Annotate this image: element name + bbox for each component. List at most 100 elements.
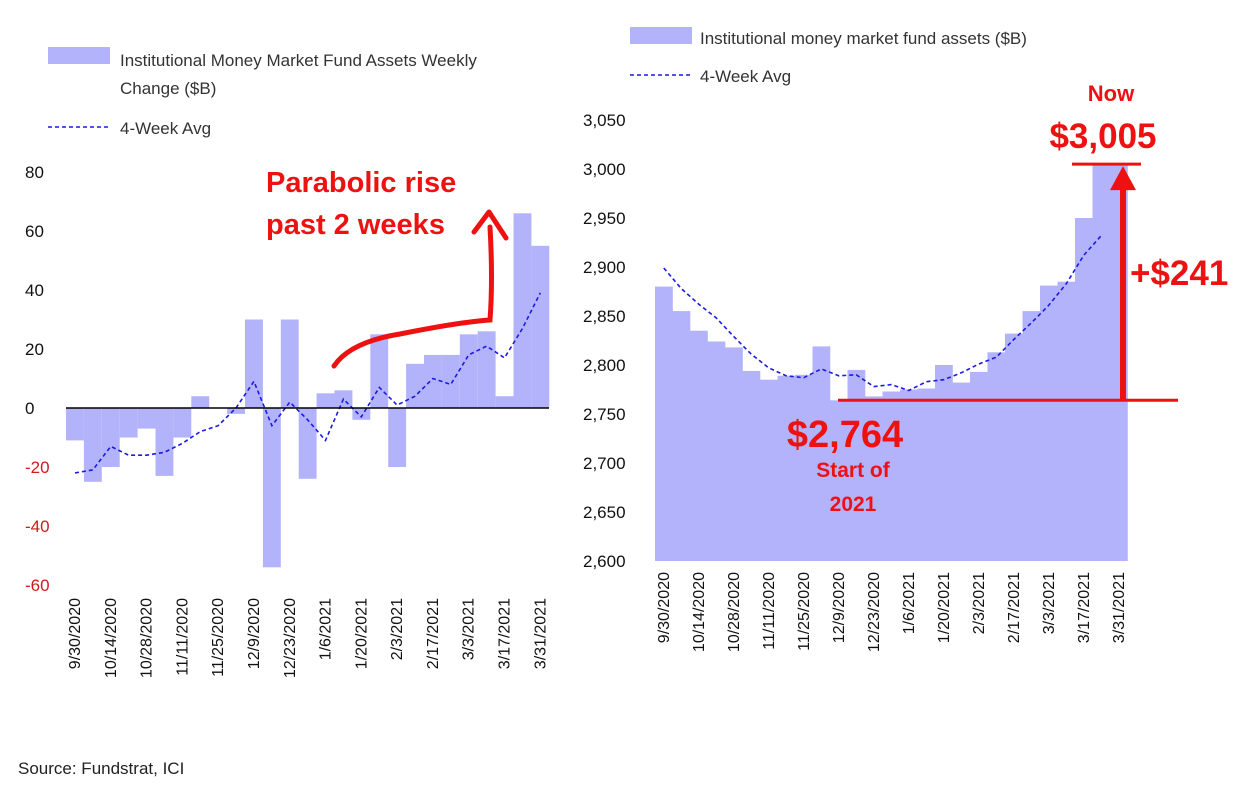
right-x-tick: 3/31/2021 — [1111, 572, 1128, 643]
right-bar-24 — [1075, 218, 1093, 561]
parabolic-arrow-head — [471, 209, 509, 241]
left-x-tick: 10/28/2020 — [139, 598, 156, 678]
right-bar-2 — [690, 330, 708, 561]
left-bar-9 — [227, 408, 245, 414]
right-bar-8 — [795, 374, 813, 561]
right-y-tick: 3,000 — [583, 160, 626, 179]
left-y-tick: 20 — [25, 340, 44, 359]
right-bar-13 — [882, 391, 901, 561]
right-y-tick: 2,850 — [583, 307, 626, 326]
right-bar-4 — [725, 347, 743, 561]
right-x-tick: 12/9/2020 — [831, 572, 848, 643]
annotation-now-label: Now — [1088, 81, 1135, 106]
left-x-tick: 3/31/2021 — [532, 598, 549, 669]
left-y-tick: 40 — [25, 281, 44, 300]
left-y-tick: -60 — [25, 576, 50, 595]
left-bar-25 — [513, 213, 532, 408]
left-bar-24 — [495, 396, 514, 408]
left-x-tick: 9/30/2020 — [67, 598, 84, 669]
gain-arrow-head — [1110, 166, 1136, 191]
legend-4wk-avg-right: 4-Week Avg — [700, 67, 791, 86]
left-y-ticks: 80 60 40 20 0 -20 -40 -60 — [25, 163, 50, 595]
right-y-tick: 2,600 — [583, 552, 626, 571]
left-bar-20 — [424, 354, 442, 408]
right-y-tick: 2,900 — [583, 258, 626, 277]
right-x-tick: 12/23/2020 — [866, 572, 883, 652]
right-bar-11 — [847, 369, 866, 561]
right-bar-5 — [742, 370, 761, 561]
right-bars — [655, 164, 1128, 561]
legend-swatch-fund-assets — [630, 27, 692, 44]
right-bar-9 — [812, 346, 831, 561]
left-bar-22 — [459, 334, 478, 409]
right-x-tick: 3/17/2021 — [1076, 572, 1093, 643]
right-bar-3 — [707, 341, 726, 561]
left-y-tick: 0 — [25, 399, 34, 418]
right-bar-14 — [900, 389, 918, 561]
left-4wk-avg-line — [74, 292, 542, 474]
right-bar-1 — [672, 311, 691, 561]
right-bar-21 — [1022, 311, 1041, 561]
right-bar-0 — [655, 286, 673, 561]
right-bar-19 — [987, 352, 1006, 561]
left-x-tick: 3/3/2021 — [461, 598, 478, 660]
left-x-tick: 11/11/2020 — [174, 598, 191, 676]
left-bar-0 — [66, 408, 84, 441]
left-bar-1 — [83, 408, 102, 482]
left-bar-13 — [298, 408, 317, 479]
left-bar-19 — [406, 363, 424, 409]
left-y-tick: -40 — [25, 517, 50, 536]
right-x-tick: 1/6/2021 — [901, 572, 918, 634]
left-bar-4 — [137, 408, 156, 429]
right-bar-6 — [760, 379, 778, 561]
annotation-start-label-line2: 2021 — [830, 493, 877, 516]
left-bar-11 — [262, 408, 281, 568]
left-x-tick: 1/20/2021 — [353, 598, 370, 669]
left-bar-23 — [477, 331, 496, 408]
left-bar-14 — [316, 393, 335, 409]
right-x-tick: 3/3/2021 — [1041, 572, 1058, 634]
right-bar-15 — [917, 388, 936, 561]
legend-4wk-avg-left: 4-Week Avg — [120, 119, 211, 138]
right-y-ticks: 3,050 3,000 2,950 2,900 2,850 2,800 2,750 2,700… — [583, 111, 626, 571]
right-y-tick: 2,650 — [583, 503, 626, 522]
right-bar-7 — [777, 375, 796, 561]
source-note: Source: Fundstrat, ICI — [18, 759, 184, 778]
left-bar-2 — [101, 408, 120, 467]
annotation-parabolic-line1: Parabolic rise — [266, 167, 456, 199]
left-x-ticks: 9/30/2020 10/14/2020 10/28/2020 11/11/2020 1… — [67, 598, 549, 678]
weekly-change-chart: Institutional Money Market Fund Assets W… — [25, 47, 550, 678]
left-y-tick: -20 — [25, 458, 50, 477]
annotation-start-label-line1: Start of — [816, 459, 891, 482]
left-bar-6 — [173, 408, 192, 438]
left-bar-3 — [119, 408, 138, 438]
right-x-ticks: 9/30/2020 10/14/2020 10/28/2020 11/11/2020 1… — [656, 572, 1128, 652]
left-x-tick: 11/25/2020 — [210, 598, 227, 677]
annotation-start-value: $2,764 — [787, 414, 903, 456]
parabolic-arrow — [331, 224, 494, 369]
left-x-tick: 2/17/2021 — [425, 598, 442, 669]
right-x-tick: 2/3/2021 — [971, 572, 988, 634]
right-bar-17 — [952, 382, 971, 561]
right-x-tick: 1/20/2021 — [936, 572, 953, 643]
right-bar-18 — [970, 371, 988, 561]
right-bar-23 — [1057, 281, 1076, 561]
left-bar-21 — [441, 354, 460, 408]
right-y-tick: 2,800 — [583, 356, 626, 375]
left-x-tick: 1/6/2021 — [318, 598, 335, 660]
right-x-tick: 9/30/2020 — [656, 572, 673, 643]
legend-weekly-change-line2: Change ($B) — [120, 79, 216, 98]
right-4wk-avg-line — [663, 235, 1102, 392]
left-bar-5 — [155, 408, 174, 476]
fund-assets-chart: Institutional money market fund assets (… — [583, 27, 1228, 652]
left-bar-18 — [388, 408, 407, 467]
left-bar-7 — [191, 396, 210, 408]
legend-weekly-change-line1: Institutional Money Market Fund Assets W… — [120, 51, 477, 70]
legend-fund-assets: Institutional money market fund assets (… — [700, 29, 1027, 48]
legend-swatch-weekly-change — [48, 47, 110, 64]
left-y-tick: 60 — [25, 222, 44, 241]
annotation-now-value: $3,005 — [1049, 117, 1156, 156]
right-y-tick: 2,750 — [583, 405, 626, 424]
left-bar-12 — [280, 319, 299, 408]
